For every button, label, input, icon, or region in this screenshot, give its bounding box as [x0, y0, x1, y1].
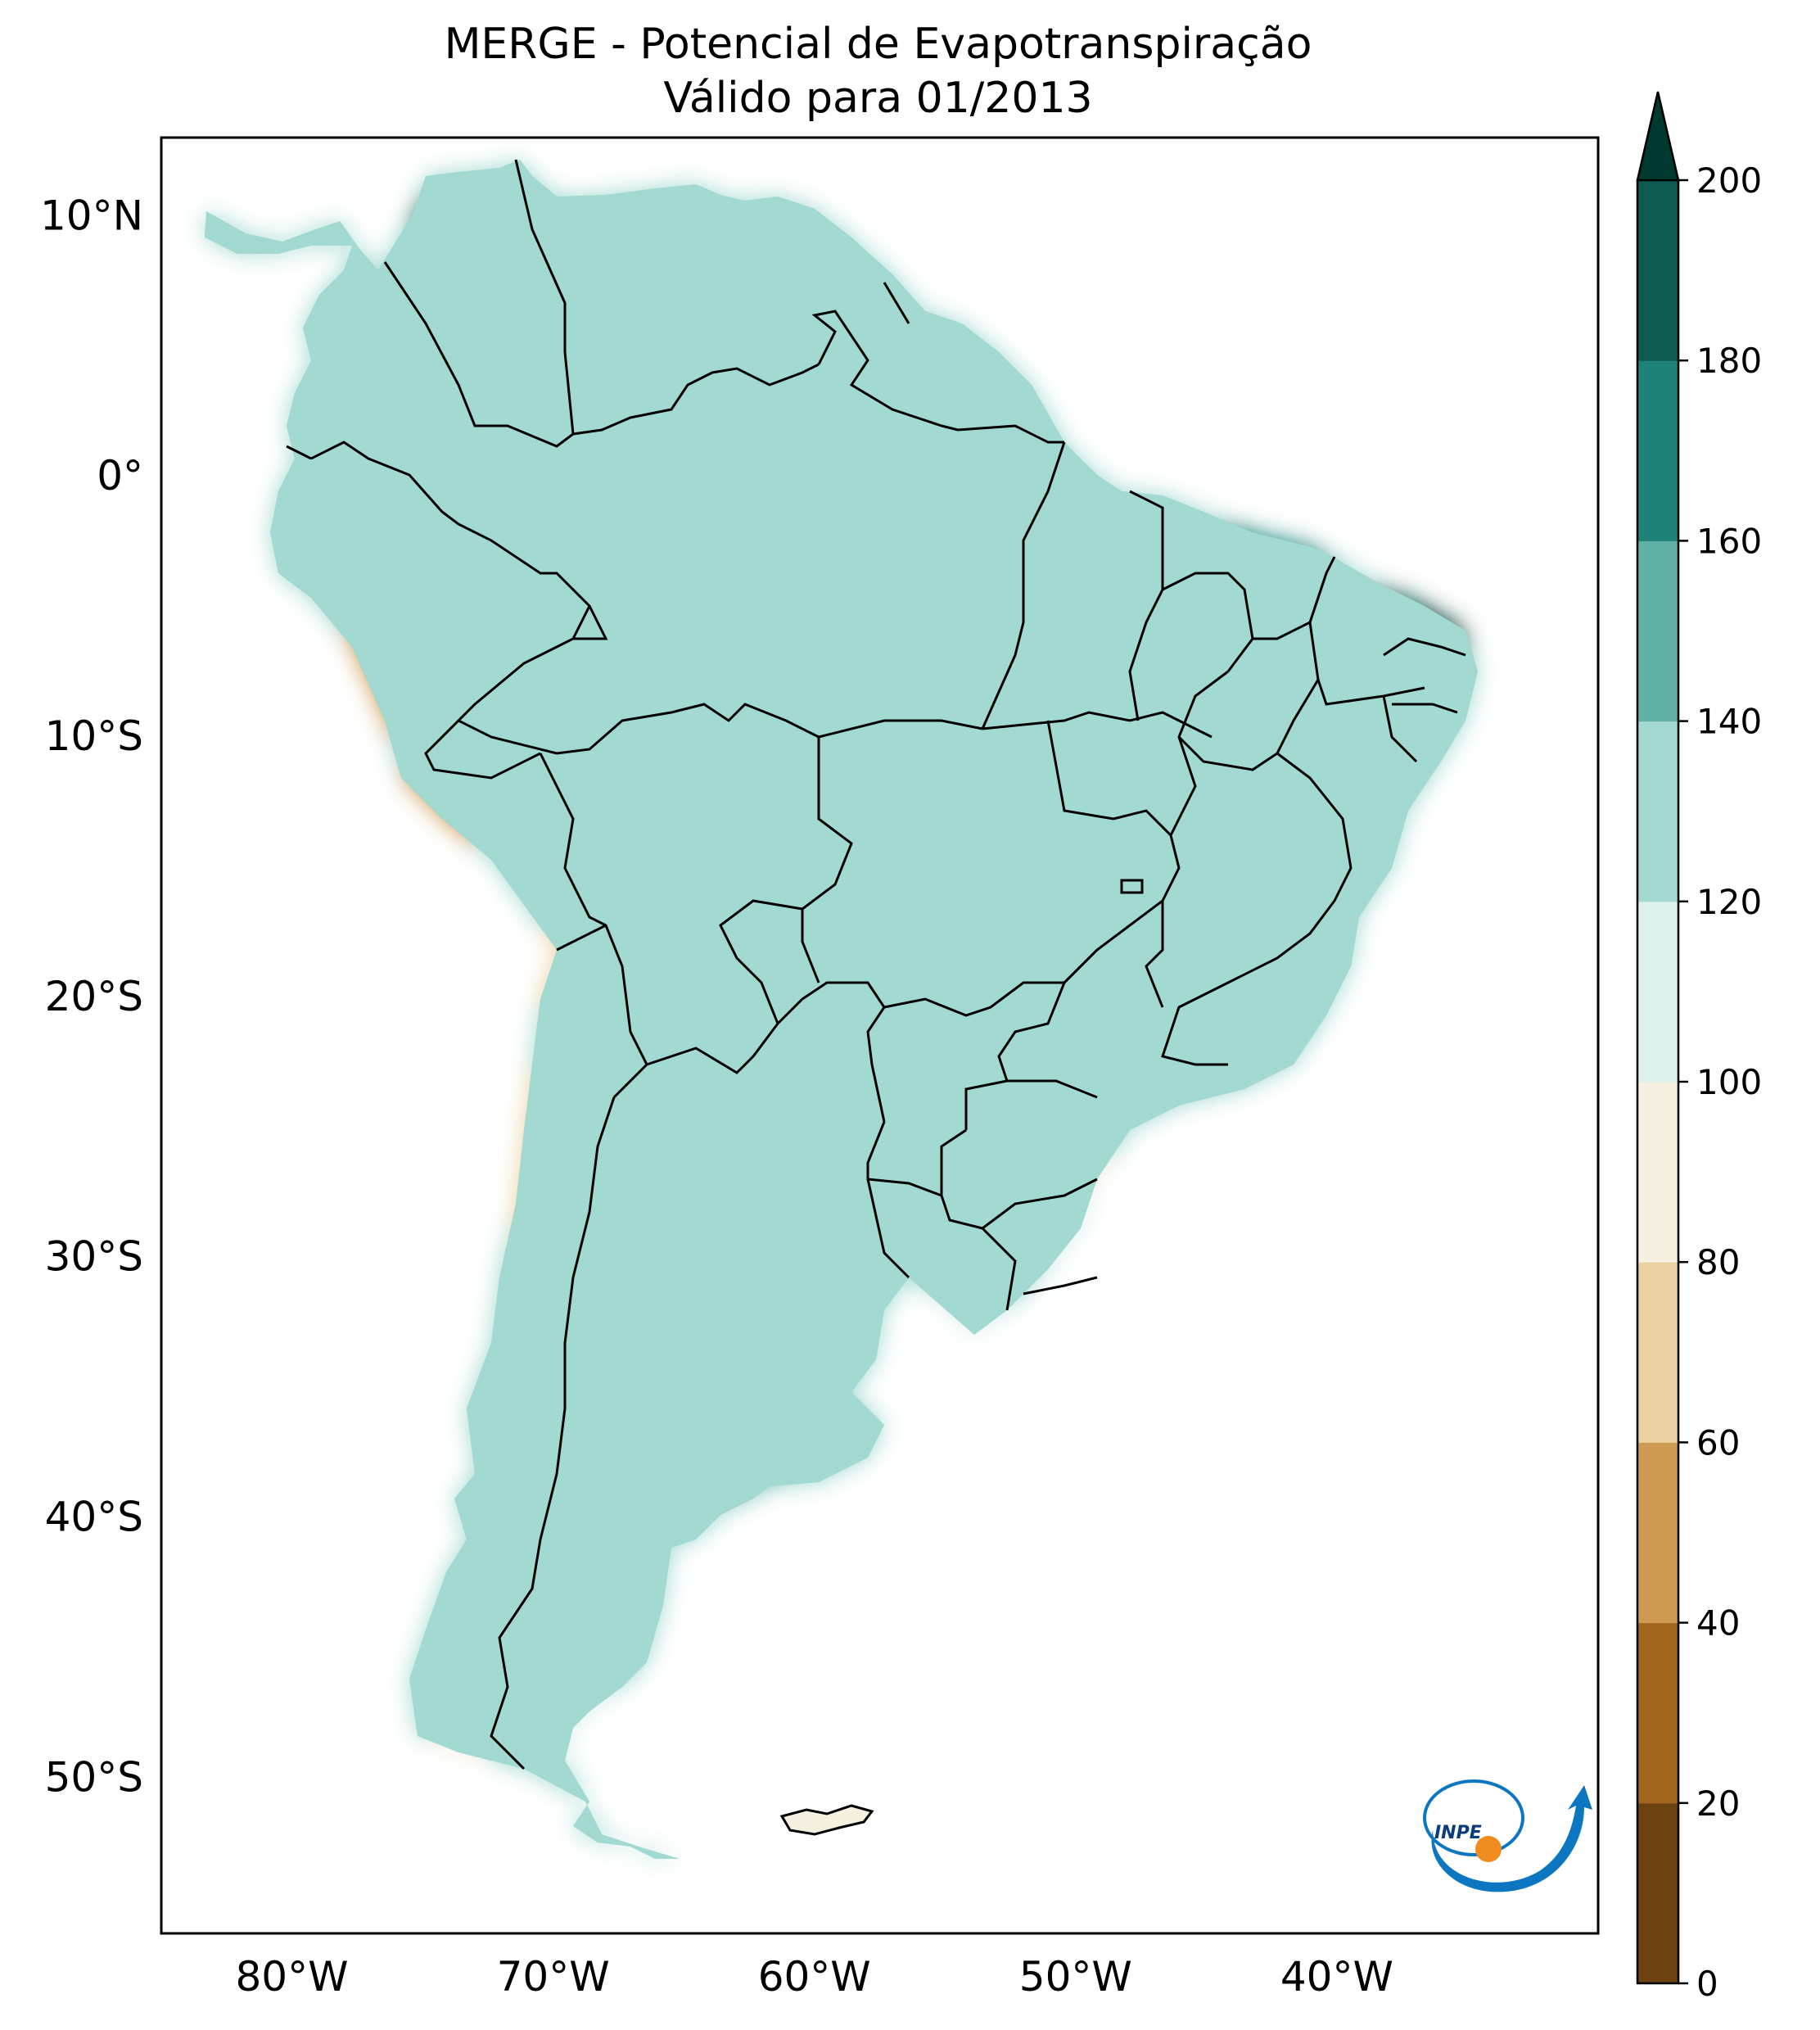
colorbar-segment: [1637, 721, 1678, 902]
logo-text: INPE: [1434, 1823, 1482, 1843]
colorbar-segment: [1637, 1442, 1678, 1624]
lat-tick-label: 40°S: [45, 1493, 143, 1540]
falkland-islands: [779, 1804, 874, 1836]
lat-tick-label: 30°S: [45, 1233, 143, 1281]
colorbar-segment: [1637, 1622, 1678, 1804]
colorbar-tick-label: 40: [1696, 1603, 1740, 1643]
colorbar-segment: [1637, 360, 1678, 541]
lon-tick-label: 60°W: [758, 1953, 871, 2001]
map-title: MERGE - Potencial de Evapotranspiração: [444, 20, 1312, 69]
colorbar-segment: [1637, 1082, 1678, 1263]
colorbar-segment: [1637, 180, 1678, 361]
country-borders: [286, 159, 1466, 1770]
lat-tick-label: 20°S: [45, 973, 143, 1020]
colorbar-tick-label: 80: [1696, 1242, 1740, 1282]
colorbar-tick-label: 160: [1696, 521, 1762, 561]
lon-tick-label: 40°W: [1280, 1953, 1393, 2001]
colorbar-tick-label: 60: [1696, 1422, 1740, 1463]
lon-tick-label: 70°W: [497, 1953, 610, 2001]
logo-sun-icon: [1475, 1836, 1502, 1862]
colorbar: 0 20 40 60 80 100 120 140 160 180 200: [1636, 91, 1762, 2004]
lat-tick-label: 0°: [97, 452, 143, 500]
colorbar-tick-label: 180: [1696, 341, 1762, 381]
colorbar-tick-label: 120: [1696, 882, 1762, 922]
colorbar-tick-label: 100: [1696, 1062, 1762, 1102]
colorbar-tick-label: 140: [1696, 702, 1762, 742]
logo-orbit-icon: [1423, 1779, 1524, 1856]
lon-tick-label: 80°W: [236, 1953, 349, 2001]
colorbar-segment: [1637, 1802, 1678, 1984]
colorbar-tick-label: 20: [1696, 1784, 1740, 1824]
latitude-axis: 10°N 0° 10°S 20°S 30°S 40°S 50°S: [40, 192, 143, 1801]
colorbar-segment: [1637, 540, 1678, 722]
map-frame: [160, 136, 1600, 1935]
inpe-logo: INPE: [1423, 1779, 1592, 1892]
colorbar-extend-arrow: [1636, 91, 1680, 182]
longitude-axis: 80°W 70°W 60°W 50°W 40°W: [236, 1953, 1393, 2001]
colorbar-segment: [1637, 1262, 1678, 1443]
lat-tick-label: 50°S: [45, 1753, 143, 1801]
colorbar-tick-label: 200: [1696, 161, 1762, 201]
lat-tick-label: 10°N: [40, 192, 143, 239]
colorbar-tick-label: 0: [1696, 1964, 1718, 2004]
lon-tick-label: 50°W: [1019, 1953, 1132, 2001]
logo-swoosh-icon: [1431, 1785, 1592, 1892]
colorbar-segment: [1637, 901, 1678, 1083]
lat-tick-label: 10°S: [45, 712, 143, 760]
map-subtitle: Válido para 01/2013: [663, 74, 1093, 123]
